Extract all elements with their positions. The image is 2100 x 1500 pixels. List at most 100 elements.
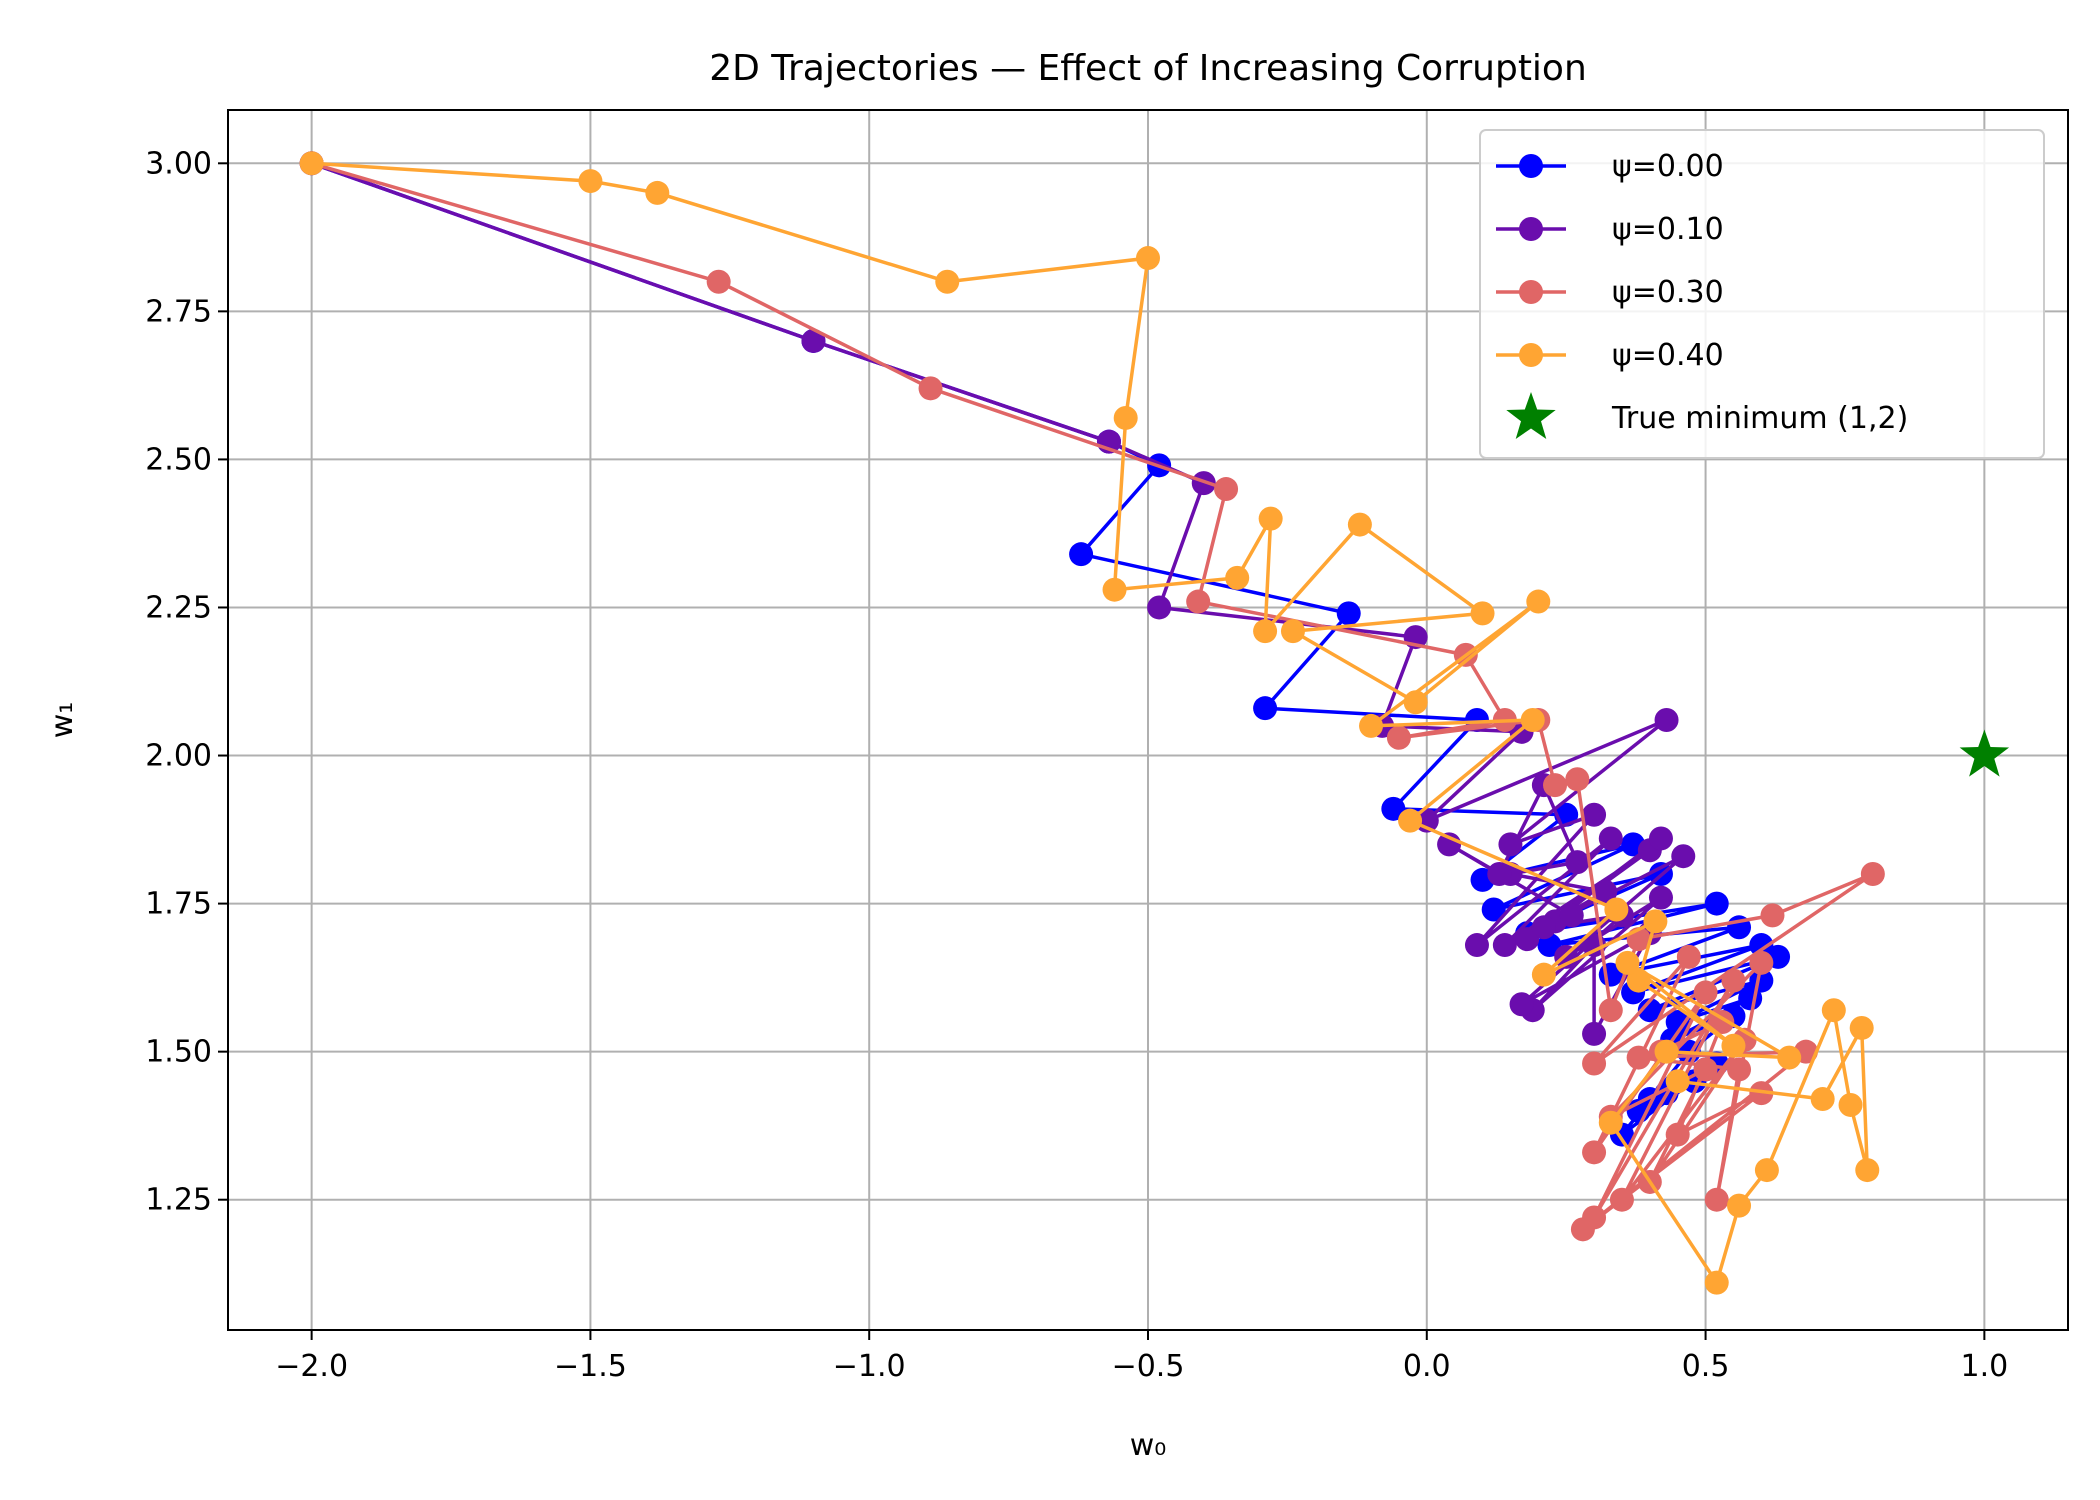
data-point: [1543, 773, 1568, 798]
x-tick-label: 0.0: [1403, 1349, 1451, 1384]
data-point: [1531, 915, 1556, 940]
legend-label: ψ=0.30: [1612, 275, 1724, 310]
data-point: [1855, 1158, 1880, 1183]
data-point: [1860, 861, 1885, 886]
data-point: [1593, 879, 1618, 904]
data-point: [1727, 1057, 1752, 1082]
data-point: [1253, 696, 1278, 721]
data-point: [1721, 1033, 1746, 1058]
data-point: [1258, 506, 1283, 531]
y-axis-label: w₁: [45, 702, 80, 739]
data-point: [1849, 1015, 1874, 1040]
legend-star-icon: [1506, 392, 1556, 439]
data-point: [1598, 998, 1623, 1023]
data-point: [1102, 577, 1127, 602]
data-point: [1336, 601, 1361, 626]
data-point: [1704, 1187, 1729, 1212]
data-point: [1582, 802, 1607, 827]
series-line: [311, 161, 1686, 1036]
legend-marker: [1519, 280, 1543, 304]
data-point: [1749, 933, 1774, 958]
data-point: [1648, 826, 1673, 851]
data-point: [1526, 589, 1551, 614]
y-axis: 1.25 1.50 1.75 2.00 2.25 2.50 2.75 3.00: [145, 146, 228, 1218]
data-point: [1359, 713, 1384, 738]
legend-marker: [1519, 154, 1543, 178]
data-point: [1386, 725, 1411, 750]
data-point: [1626, 1045, 1651, 1070]
data-point: [1113, 405, 1138, 430]
data-point: [918, 376, 943, 401]
x-tick-label: 1.0: [1961, 1349, 2009, 1384]
data-point: [578, 169, 603, 194]
data-point: [1760, 903, 1785, 928]
data-point: [1582, 1051, 1607, 1076]
true-minimum-layer: [1959, 729, 2010, 777]
data-point: [706, 269, 731, 294]
data-point: [1214, 477, 1239, 502]
data-point: [1665, 1069, 1690, 1094]
data-point: [1754, 1158, 1779, 1183]
data-point: [1665, 1122, 1690, 1147]
data-point: [1464, 933, 1489, 958]
data-point: [935, 269, 960, 294]
y-tick-label: 1.75: [145, 887, 212, 922]
data-point: [1637, 998, 1662, 1023]
y-tick-label: 1.50: [145, 1035, 212, 1070]
data-point: [1676, 944, 1701, 969]
data-point: [1838, 1092, 1863, 1117]
y-tick-label: 2.50: [145, 442, 212, 477]
data-point: [1520, 708, 1545, 732]
data-point: [1509, 992, 1534, 1017]
data-point: [1498, 832, 1523, 857]
legend-label: ψ=0.40: [1612, 338, 1724, 373]
legend-label: ψ=0.00: [1612, 149, 1724, 184]
y-tick-label: 2.75: [145, 294, 212, 329]
true-minimum-star-icon: [1959, 729, 2010, 777]
legend-label: True minimum (1,2): [1611, 401, 1908, 436]
y-tick-label: 2.25: [145, 590, 212, 625]
data-point: [1582, 1140, 1607, 1165]
data-point: [1225, 565, 1250, 590]
grid-lines: [228, 110, 2068, 1330]
x-tick-label: −0.5: [1112, 1349, 1185, 1384]
data-point: [1821, 998, 1846, 1023]
data-point: [1403, 690, 1428, 715]
data-point: [1582, 1021, 1607, 1046]
legend-marker: [1519, 217, 1543, 241]
data-point: [1654, 1039, 1679, 1064]
y-tick-label: 1.25: [145, 1183, 212, 1218]
y-tick-label: 2.00: [145, 739, 212, 774]
series-line: [311, 161, 1870, 1285]
x-axis: −2.0 −1.5 −1.0 −0.5 0.0 0.5 1.0: [275, 1330, 2008, 1384]
data-point: [1643, 909, 1668, 934]
data-point: [645, 180, 670, 205]
chart-title: 2D Trajectories — Effect of Increasing C…: [709, 48, 1587, 89]
data-point: [1749, 950, 1774, 975]
x-axis-label: w₀: [1130, 1428, 1167, 1463]
data-point: [1721, 968, 1746, 993]
y-tick-label: 3.00: [145, 146, 212, 181]
legend-label: ψ=0.10: [1612, 212, 1724, 247]
data-point: [1727, 1193, 1752, 1218]
data-point: [1136, 246, 1160, 271]
x-tick-label: 0.5: [1682, 1349, 1730, 1384]
data-point: [1810, 1087, 1835, 1112]
data-point: [1654, 708, 1679, 732]
data-point: [1777, 1045, 1802, 1070]
data-point: [1626, 968, 1651, 993]
data-point: [801, 328, 826, 353]
x-tick-label: −1.5: [554, 1349, 627, 1384]
data-point: [1704, 1270, 1729, 1295]
data-point: [1470, 601, 1495, 626]
data-point: [1515, 927, 1540, 952]
data-point: [1738, 986, 1763, 1011]
data-point: [1565, 850, 1590, 875]
series-3: [299, 151, 1880, 1295]
x-tick-label: −1.0: [833, 1349, 906, 1384]
data-point: [1531, 962, 1556, 987]
legend-marker: [1519, 343, 1543, 367]
series-layer: [299, 151, 1885, 1295]
data-point: [1615, 950, 1640, 975]
data-point: [1147, 595, 1172, 620]
